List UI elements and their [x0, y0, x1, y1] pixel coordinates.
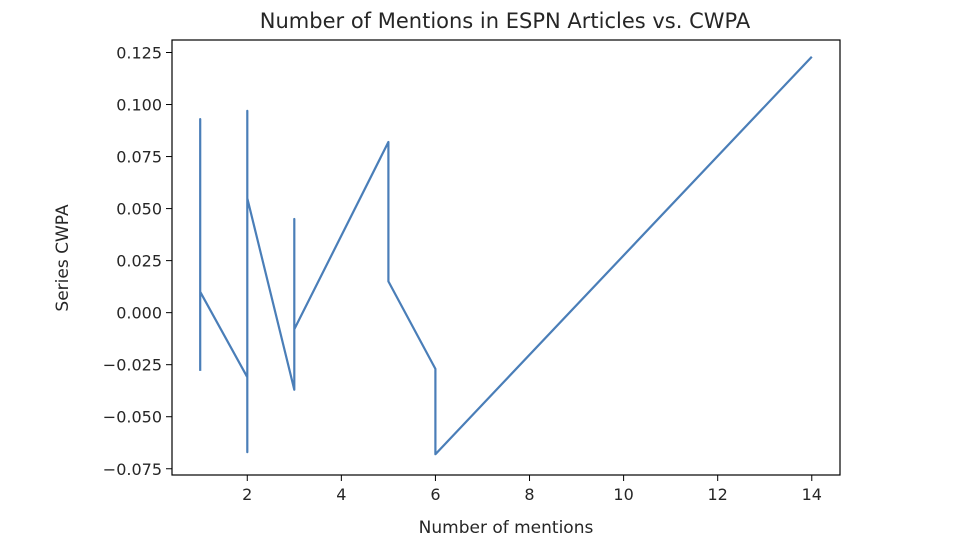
plot-area	[172, 40, 840, 475]
x-tick-label: 8	[524, 485, 534, 504]
x-tick-label: 4	[336, 485, 346, 504]
x-tick-label: 6	[430, 485, 440, 504]
y-axis-label: Series CWPA	[53, 204, 73, 312]
x-tick-label: 12	[708, 485, 728, 504]
y-tick-label: −0.025	[103, 356, 162, 375]
y-tick-label: 0.050	[116, 200, 162, 219]
y-axis: −0.075 −0.050 −0.025 0.000 0.025 0.050 0.075 0.…	[103, 43, 172, 479]
y-tick-label: 0.125	[116, 43, 162, 62]
x-axis-label: Number of mentions	[419, 518, 594, 538]
y-tick-label: 0.025	[116, 252, 162, 271]
y-tick-label: −0.075	[103, 460, 162, 479]
series-layer	[199, 55, 813, 456]
chart-title: Number of Mentions in ESPN Articles vs. …	[260, 9, 751, 33]
y-tick-label: 0.100	[116, 96, 162, 115]
x-tick-label: 10	[613, 485, 633, 504]
y-tick-label: −0.050	[103, 408, 162, 427]
series-line	[199, 55, 813, 456]
y-tick-label: 0.000	[116, 304, 162, 323]
y-tick-label: 0.075	[116, 148, 162, 167]
x-tick-label: 14	[802, 485, 822, 504]
x-tick-label: 2	[242, 485, 252, 504]
x-axis: 2 4 6 8 10 12 14	[242, 475, 822, 504]
plot-frame	[171, 39, 841, 476]
